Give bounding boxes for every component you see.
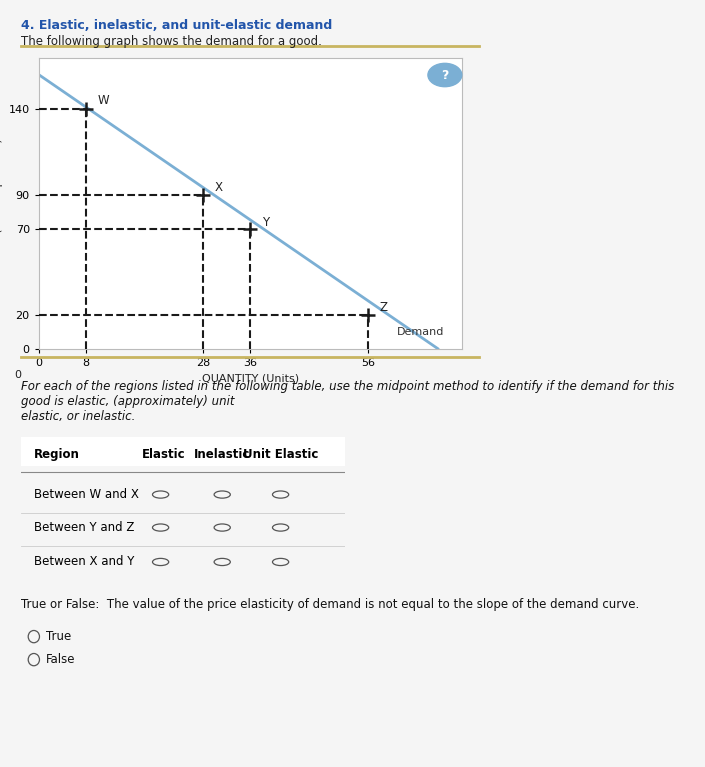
Text: Demand: Demand xyxy=(397,328,445,337)
Text: True: True xyxy=(46,630,71,643)
Circle shape xyxy=(428,64,462,87)
Text: ?: ? xyxy=(441,68,448,81)
Text: Y: Y xyxy=(262,216,269,229)
Bar xyxy=(21,437,345,466)
Text: Elastic: Elastic xyxy=(142,448,185,461)
Text: Between Y and Z: Between Y and Z xyxy=(34,521,135,534)
Text: 4. Elastic, inelastic, and unit-elastic demand: 4. Elastic, inelastic, and unit-elastic … xyxy=(21,19,332,32)
Text: True or False:  The value of the price elasticity of demand is not equal to the : True or False: The value of the price el… xyxy=(21,598,639,611)
Text: Z: Z xyxy=(379,301,388,314)
Y-axis label: PRICE (Dollars per unit): PRICE (Dollars per unit) xyxy=(0,138,3,268)
Text: False: False xyxy=(46,653,75,666)
Text: 0: 0 xyxy=(15,370,22,380)
Text: W: W xyxy=(97,94,109,107)
Text: Inelastic: Inelastic xyxy=(194,448,250,461)
Text: Between W and X: Between W and X xyxy=(34,488,139,501)
Text: The following graph shows the demand for a good.: The following graph shows the demand for… xyxy=(21,35,322,48)
Text: Unit Elastic: Unit Elastic xyxy=(243,448,318,461)
Text: X: X xyxy=(215,181,223,194)
X-axis label: QUANTITY (Units): QUANTITY (Units) xyxy=(202,374,299,384)
Text: Between X and Y: Between X and Y xyxy=(34,555,135,568)
Text: Region: Region xyxy=(34,448,80,461)
Text: For each of the regions listed in the following table, use the midpoint method t: For each of the regions listed in the fo… xyxy=(21,380,675,423)
